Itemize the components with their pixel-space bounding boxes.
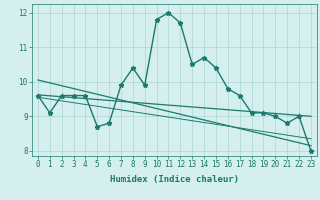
X-axis label: Humidex (Indice chaleur): Humidex (Indice chaleur) (110, 175, 239, 184)
